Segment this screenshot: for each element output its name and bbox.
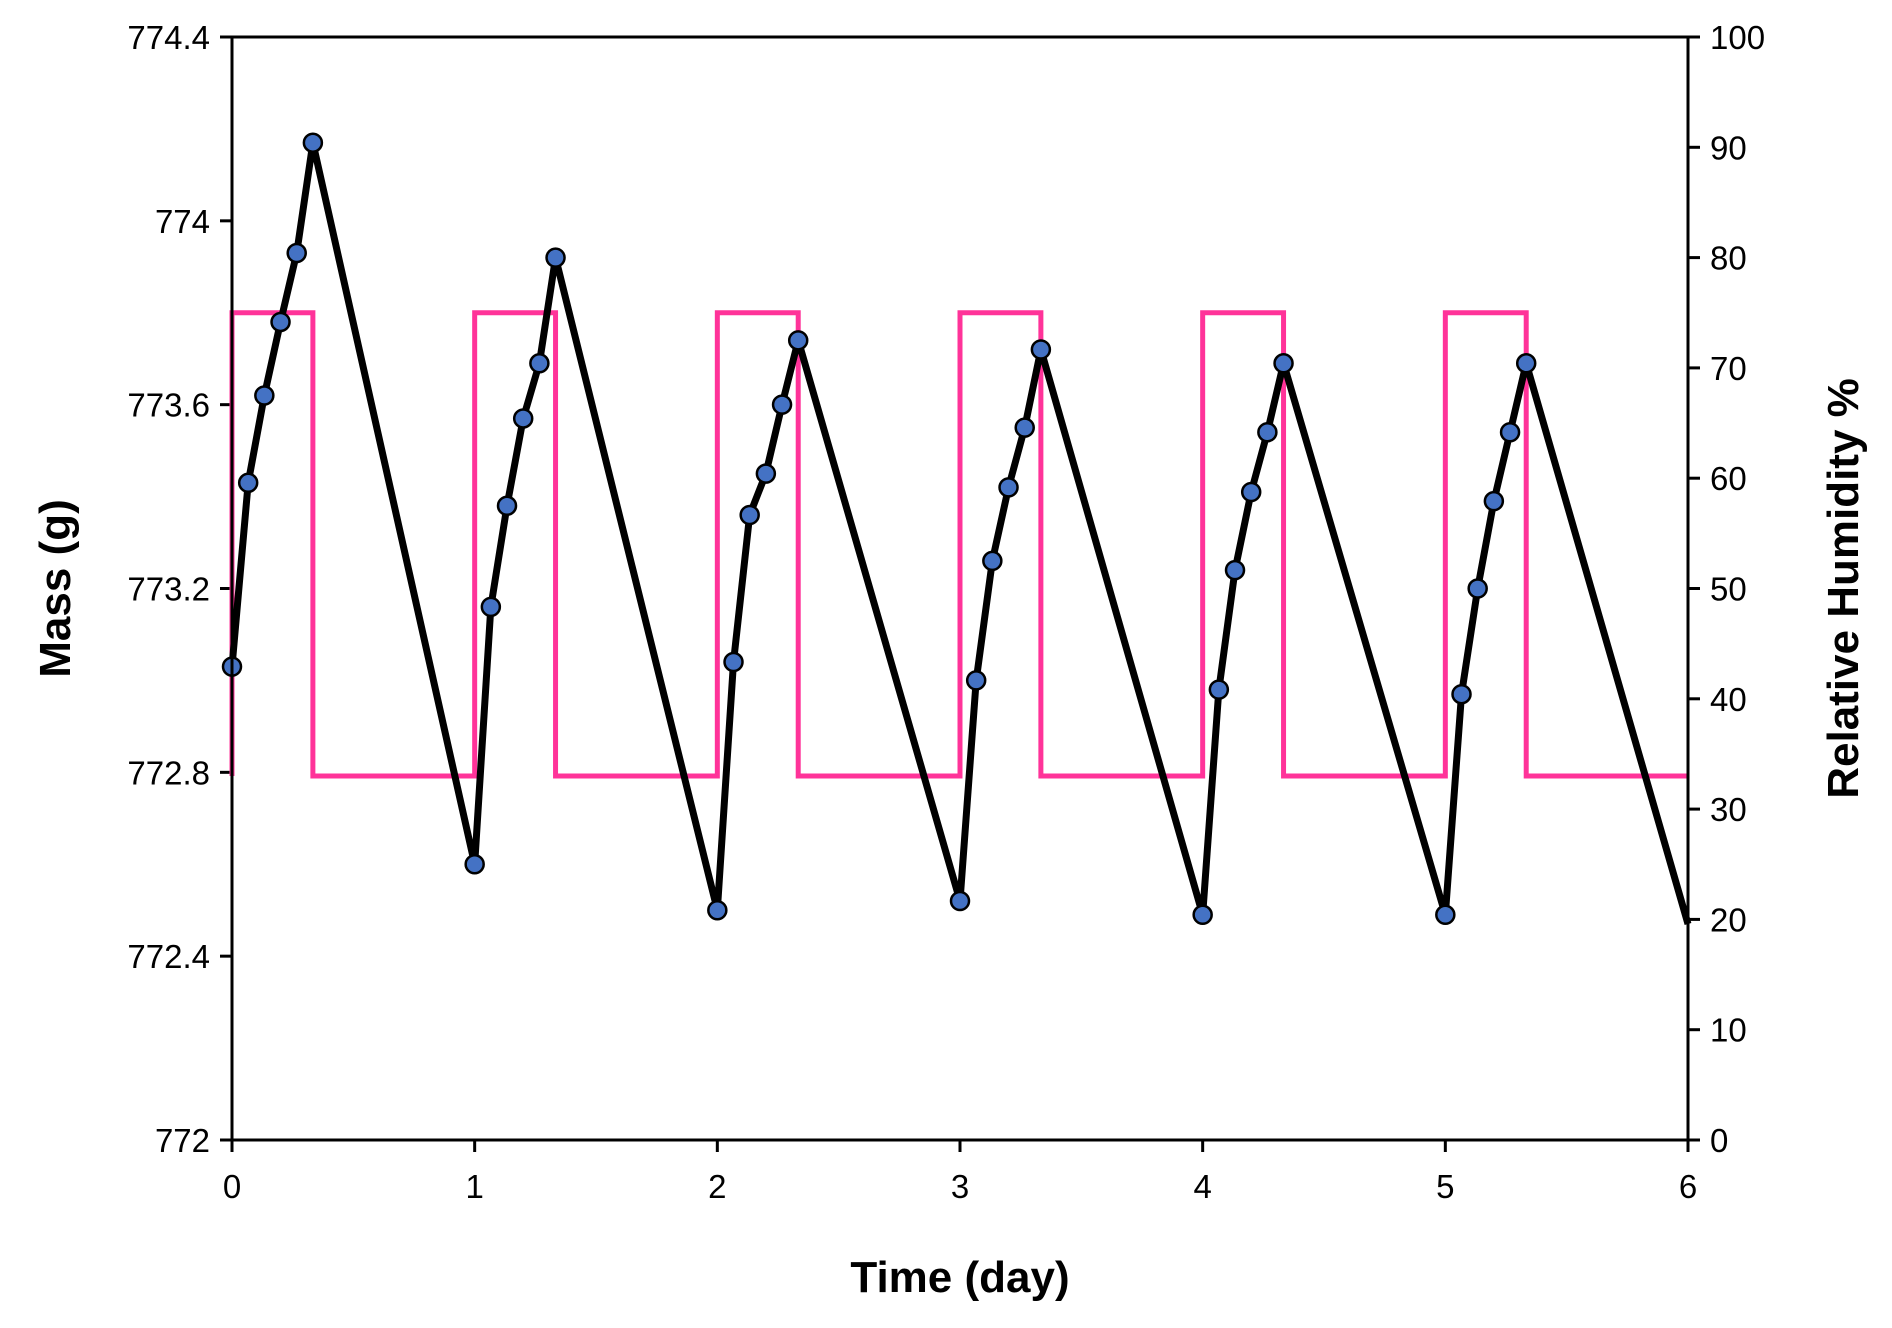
mass-data-point (949, 890, 971, 912)
mass-data-point (1515, 353, 1537, 374)
axis-ticks (220, 35, 1700, 1152)
mass-data-point (496, 495, 518, 517)
mass-data-point (965, 670, 987, 691)
mass-data-point (982, 550, 1003, 572)
mass-data-point (1273, 353, 1294, 374)
y2-tick-label: 70 (1710, 350, 1747, 387)
x-tick-label: 2 (708, 1168, 726, 1205)
mass-data-point (1192, 904, 1213, 926)
mass-data-point (755, 463, 777, 484)
y-tick-label: 774 (155, 203, 210, 240)
y-tick-label: 773.6 (127, 387, 210, 424)
x-tick-label: 6 (1679, 1168, 1697, 1205)
y-tick-label: 772.8 (127, 754, 210, 791)
y2-tick-label: 80 (1710, 240, 1747, 277)
mass-data-point (529, 353, 550, 374)
mass-data-point (1499, 421, 1521, 443)
mass-data-point (1257, 421, 1278, 443)
y2-tick-label: 10 (1710, 1012, 1747, 1049)
y2-axis-title: Relative Humidity % (1819, 378, 1868, 799)
y2-tick-label: 60 (1710, 460, 1747, 497)
data-markers (221, 132, 1537, 926)
mass-data-point (545, 247, 566, 268)
y2-tick-label: 0 (1710, 1122, 1728, 1159)
y-tick-label: 772 (155, 1122, 210, 1159)
y-tick-label: 772.4 (127, 938, 210, 975)
y-axis-title: Mass (g) (31, 499, 80, 677)
y-tick-label: 773.2 (127, 571, 210, 608)
y2-axis-tick-labels: 0 10 20 30 40 50 60 70 80 90 100 (1710, 19, 1765, 1159)
mass-data-point (480, 596, 502, 618)
mass-data-point (464, 854, 485, 875)
y-tick-label: 774.4 (127, 19, 210, 56)
y2-tick-label: 100 (1710, 19, 1765, 56)
mass-data-point (771, 394, 793, 415)
mass-data-point (237, 472, 259, 494)
mass-data-point (302, 132, 324, 153)
mass-data-point (787, 330, 809, 351)
mass-data-point (286, 242, 307, 264)
mass-data-point (707, 899, 728, 921)
mass-data-point (1240, 481, 1262, 503)
mass-data-point (1030, 339, 1052, 360)
plot-area-frame (230, 35, 1690, 1142)
mass-data-point (512, 408, 534, 429)
x-axis-tick-labels: 0 1 2 3 4 5 6 (223, 1168, 1697, 1205)
mass-data-point (1451, 683, 1472, 705)
mass-data-point (739, 504, 760, 526)
mass-data-point (254, 385, 275, 406)
y2-tick-label: 40 (1710, 681, 1747, 718)
mass-data-point (1483, 490, 1505, 512)
x-axis-title: Time (day) (850, 1253, 1069, 1302)
mass-data-point (1224, 559, 1246, 581)
mass-data-point (998, 477, 1019, 498)
mass-data-point (1014, 417, 1035, 438)
y-axis-tick-labels: 772 772.4 772.8 773.2 773.6 774 774.4 (127, 19, 210, 1159)
x-tick-label: 1 (465, 1168, 483, 1205)
y2-tick-label: 90 (1710, 129, 1747, 166)
mass-data-point (270, 311, 291, 333)
x-tick-label: 5 (1436, 1168, 1454, 1205)
mass-data-point (1435, 904, 1456, 926)
x-tick-label: 3 (951, 1168, 969, 1205)
y2-tick-label: 20 (1710, 901, 1747, 938)
relative-humidity-line (229, 310, 1688, 779)
x-tick-label: 0 (223, 1168, 241, 1205)
series-lines (228, 139, 1692, 925)
mass-data-point (1467, 578, 1488, 599)
y2-tick-label: 50 (1710, 571, 1747, 608)
mass-data-point (723, 651, 744, 673)
y2-tick-label: 30 (1710, 791, 1747, 828)
x-tick-label: 4 (1193, 1168, 1211, 1205)
mass-data-point (1208, 679, 1230, 700)
